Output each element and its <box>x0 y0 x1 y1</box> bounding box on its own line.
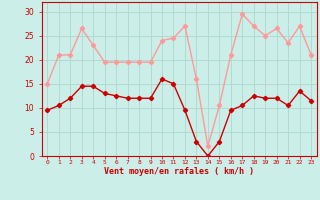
X-axis label: Vent moyen/en rafales ( km/h ): Vent moyen/en rafales ( km/h ) <box>104 167 254 176</box>
